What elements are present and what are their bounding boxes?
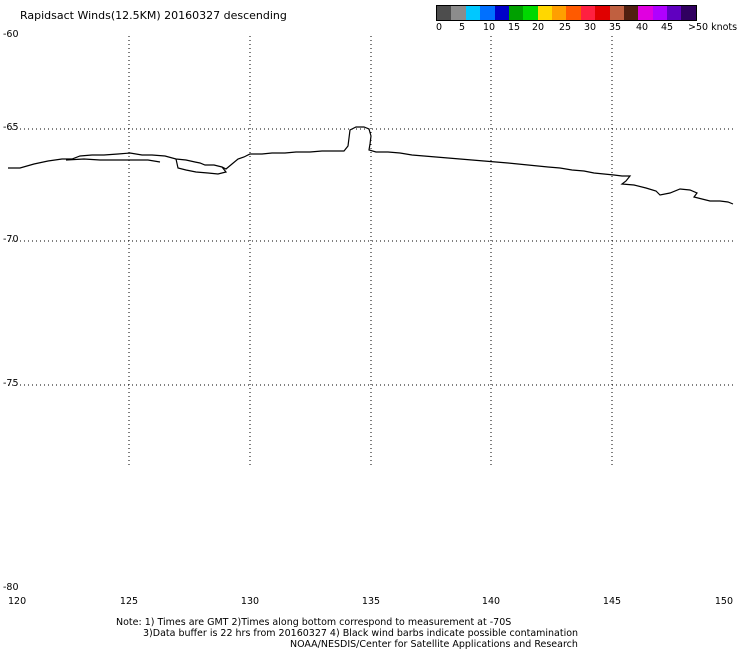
- colorbar-swatch: [523, 6, 538, 20]
- colorbar-swatch: [652, 6, 667, 20]
- latitude-tick-label: -60: [3, 29, 19, 40]
- antarctic-coastline: [8, 126, 734, 205]
- longitude-tick-label: 130: [241, 596, 259, 607]
- longitude-tick-label: 135: [362, 596, 380, 607]
- longitude-tick-label: 140: [482, 596, 500, 607]
- colorbar-label: 20: [531, 22, 545, 33]
- colorbar-swatch: [537, 6, 552, 20]
- colorbar-label: >50 knots: [688, 22, 738, 33]
- longitude-tick-label: 150: [715, 596, 733, 607]
- colorbar-swatch: [494, 6, 509, 20]
- longitude-tick-label: 120: [8, 596, 26, 607]
- colorbar-swatch: [508, 6, 524, 20]
- colorbar-swatch: [566, 6, 581, 20]
- latitude-tick-label: -80: [3, 582, 19, 593]
- latitude-tick-label: -70: [3, 234, 19, 245]
- latitude-tick-label: -75: [3, 378, 19, 389]
- colorbar-swatch: [580, 6, 596, 20]
- colorbar-swatch: [552, 6, 567, 20]
- colorbar-label: 25: [558, 22, 572, 33]
- colorbar-swatch: [609, 6, 624, 20]
- colorbar-swatch: [623, 6, 639, 20]
- colorbar-label: 35: [608, 22, 622, 33]
- map-title: Rapidsact Winds(12.5KM) 20160327 descend…: [20, 9, 287, 22]
- colorbar-swatch: [667, 6, 682, 20]
- longitude-tick-label: 125: [120, 596, 138, 607]
- colorbar-swatch: [451, 6, 466, 20]
- colorbar-label: 40: [635, 22, 649, 33]
- colorbar-label: 10: [482, 22, 496, 33]
- colorbar-label: 15: [507, 22, 521, 33]
- note-line-3: NOAA/NESDIS/Center for Satellite Applica…: [290, 639, 578, 650]
- colorbar-label: 45: [660, 22, 674, 33]
- colorbar-swatch: [595, 6, 610, 20]
- wind-speed-colorbar: [436, 5, 697, 21]
- colorbar-swatch: [638, 6, 653, 20]
- longitude-labels: 120 125 130 135 140 145 150: [8, 596, 733, 607]
- longitude-tick-label: 145: [603, 596, 621, 607]
- note-line-1: Note: 1) Times are GMT 2)Times along bot…: [116, 617, 512, 628]
- colorbar-swatch: [437, 6, 452, 20]
- note-line-2: 3)Data buffer is 22 hrs from 20160327 4)…: [143, 628, 579, 639]
- colorbar-label: 30: [583, 22, 597, 33]
- coastline-inlet: [65, 158, 161, 163]
- coastline-island-patch: [175, 158, 228, 175]
- colorbar-swatch: [480, 6, 495, 20]
- latitude-labels: -60 -65 -70 -75 -80: [3, 29, 19, 593]
- colorbar-label: 0: [436, 22, 443, 33]
- colorbar-swatch: [681, 6, 696, 20]
- colorbar-label: 5: [458, 22, 466, 33]
- latitude-tick-label: -65: [3, 122, 19, 133]
- longitude-gridlines: [128, 36, 613, 466]
- colorbar-swatch: [465, 6, 481, 20]
